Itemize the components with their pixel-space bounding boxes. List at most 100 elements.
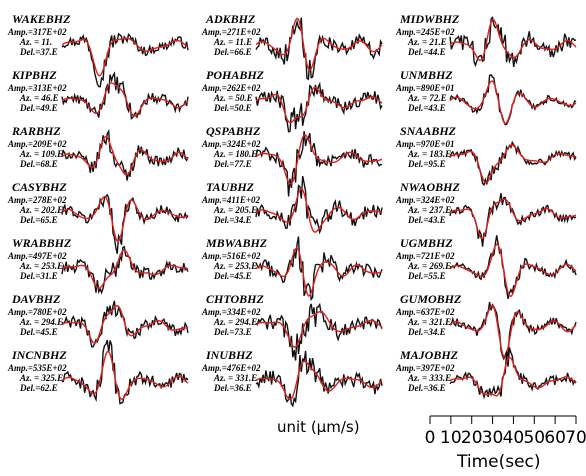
station-amplitude: Amp.=476E+02 xyxy=(202,363,261,373)
station-distance: Del.=34.E xyxy=(214,215,252,225)
synthetic-trace xyxy=(449,356,577,397)
time-tick-label: 30 xyxy=(481,428,504,448)
synthetic-trace xyxy=(61,37,189,77)
station-panel: INUBHZ Amp.=476E+02 Az. = 331.E Del.=36.E xyxy=(198,342,383,404)
station-code: KIPBHZ xyxy=(12,68,57,82)
station-panel: MAJOBHZ Amp.=397E+02 Az. = 333.E Del.=36.E xyxy=(392,342,577,404)
station-amplitude: Amp.=637E+02 xyxy=(396,307,455,317)
station-code: INUBHZ xyxy=(206,348,253,362)
station-panel: WRABBHZ Amp.=497E+02 Az. = 253.E Del.=31.E xyxy=(4,230,189,292)
station-panel: NWAOBHZ Amp.=324E+02 Az. = 237.E Del.=43.E xyxy=(392,174,577,236)
station-panel: MIDWBHZ Amp.=245E+02 Az. = 21.E Del.=44.E xyxy=(392,6,577,68)
station-amplitude: Amp.=397E+02 xyxy=(396,363,455,373)
station-amplitude: Amp.=516E+02 xyxy=(202,251,261,261)
station-panel: ADKBHZ Amp.=271E+02 Az. = 11.E Del.=66.E xyxy=(198,6,383,68)
station-code: CHTOBHZ xyxy=(206,292,264,306)
station-azimuth: Az. = 183.E xyxy=(408,149,452,159)
station-panel: POHABHZ Amp.=262E+02 Az. = 50.E Del.=50.E xyxy=(198,62,383,124)
station-amplitude: Amp.=890E+01 xyxy=(396,83,455,93)
station-azimuth: Az. = 11.E xyxy=(214,37,253,47)
observed-trace xyxy=(255,81,383,133)
station-azimuth: Az. = 50.E xyxy=(214,93,253,103)
synthetic-trace xyxy=(449,19,577,62)
station-amplitude: Amp.=245E+02 xyxy=(396,27,455,37)
station-distance: Del.=55.E xyxy=(408,271,446,281)
station-azimuth: Az. = 269.E xyxy=(408,261,452,271)
station-code: RARBHZ xyxy=(12,124,61,138)
observed-trace xyxy=(61,71,189,120)
station-code: MAJOBHZ xyxy=(400,348,459,362)
time-tick-label: 60 xyxy=(544,428,566,448)
station-panel: INCNBHZ Amp.=535E+02 Az. = 325.E Del.=62.E xyxy=(4,342,189,404)
observed-trace xyxy=(449,16,577,68)
station-code: WAKEBHZ xyxy=(12,12,71,26)
time-tick-label: 40 xyxy=(502,428,525,448)
station-azimuth: Az. = 331.E xyxy=(214,373,258,383)
synthetic-trace xyxy=(255,86,383,124)
observed-trace xyxy=(449,235,577,299)
station-amplitude: Amp.=324E+02 xyxy=(396,195,455,205)
synthetic-trace xyxy=(449,144,577,184)
station-panel: DAVBHZ Amp.=780E+02 Az. = 294.E Del.=45.E xyxy=(4,286,189,348)
synthetic-trace xyxy=(449,304,577,358)
station-azimuth: Az. = 294.E xyxy=(214,317,258,327)
synthetic-trace xyxy=(61,82,189,117)
station-code: GUMOBHZ xyxy=(400,292,462,306)
synthetic-trace xyxy=(255,247,383,297)
unit-label: unit (µm/s) xyxy=(277,418,360,436)
station-distance: Del.=44.E xyxy=(408,47,446,57)
station-distance: Del.=66.E xyxy=(214,47,252,57)
station-distance: Del.=45.E xyxy=(214,271,252,281)
observed-trace xyxy=(61,129,189,181)
time-tick-label: 0 xyxy=(424,428,436,448)
station-code: TAUBHZ xyxy=(206,180,255,194)
station-code: UNMBHZ xyxy=(400,68,453,82)
station-azimuth: Az. = 46.E xyxy=(20,93,59,103)
station-amplitude: Amp.=535E+02 xyxy=(8,363,67,373)
time-tick-label: 20 xyxy=(460,428,483,448)
station-code: INCNBHZ xyxy=(12,348,67,362)
time-tick-label: 70 xyxy=(565,428,586,448)
station-panel: RARBHZ Amp.=209E+02 Az. = 109.E Del.=68.E xyxy=(4,118,189,180)
station-amplitude: Amp.=780E+02 xyxy=(8,307,67,317)
synthetic-trace xyxy=(449,198,577,240)
station-panel: KIPBHZ Amp.=313E+02 Az. = 46.E Del.=49.E xyxy=(4,62,189,124)
observed-trace xyxy=(449,140,577,187)
station-code: SNAABHZ xyxy=(400,124,457,138)
station-amplitude: Amp.=209E+02 xyxy=(8,139,67,149)
synthetic-trace xyxy=(61,304,189,344)
station-azimuth: Az. = 253.E xyxy=(20,261,64,271)
observed-trace xyxy=(61,193,189,254)
synthetic-trace xyxy=(61,249,189,290)
station-amplitude: Amp.=721E+02 xyxy=(396,251,455,261)
station-panel: WAKEBHZ Amp.=317E+02 Az. = 11. Del.=37.E xyxy=(4,6,189,68)
time-axis-title: Time(sec) xyxy=(457,452,541,472)
station-code: MBWABHZ xyxy=(206,236,268,250)
station-code: WRABBHZ xyxy=(12,236,72,250)
time-axis-line xyxy=(429,415,577,424)
synthetic-trace xyxy=(449,243,577,298)
station-panel: SNAABHZ Amp.=970E+01 Az. = 183.E Del.=95.E xyxy=(392,118,577,180)
station-distance: Del.=43.E xyxy=(408,103,446,113)
station-distance: Del.=50.E xyxy=(214,103,252,113)
observed-trace xyxy=(255,350,383,408)
station-panel: UGMBHZ Amp.=721E+02 Az. = 269.E Del.=55.E xyxy=(392,230,577,292)
station-distance: Del.=95.E xyxy=(408,159,446,169)
station-azimuth: Az. = 237.E xyxy=(408,205,452,215)
synthetic-trace xyxy=(449,80,577,125)
station-distance: Del.=34.E xyxy=(408,327,446,337)
station-azimuth: Az. = 333.E xyxy=(408,373,452,383)
station-distance: Del.=65.E xyxy=(20,215,58,225)
station-code: ADKBHZ xyxy=(206,12,256,26)
station-panel: CHTOBHZ Amp.=334E+02 Az. = 294.E Del.=73.E xyxy=(198,286,383,348)
synthetic-trace xyxy=(255,360,383,401)
station-azimuth: Az. = 109.E xyxy=(20,149,64,159)
station-amplitude: Amp.=278E+02 xyxy=(8,195,67,205)
station-azimuth: Az. = 180.E xyxy=(214,149,258,159)
synthetic-trace xyxy=(255,187,383,233)
station-code: CASYBHZ xyxy=(12,180,67,194)
station-amplitude: Amp.=497E+02 xyxy=(8,251,67,261)
synthetic-trace xyxy=(255,134,383,185)
station-distance: Del.=43.E xyxy=(408,215,446,225)
station-azimuth: Az. = 325.E xyxy=(20,373,64,383)
